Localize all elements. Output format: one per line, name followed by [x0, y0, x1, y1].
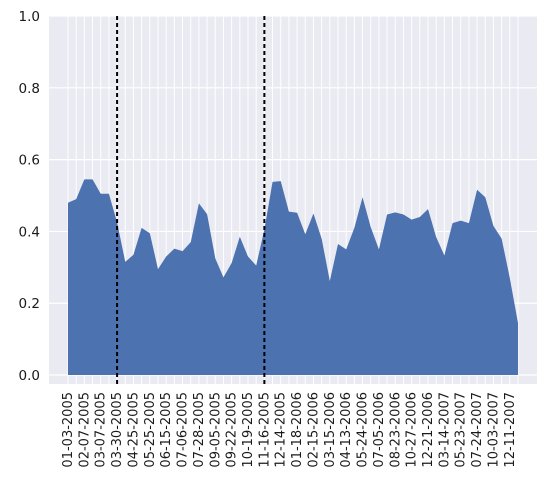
y-tick-label: 0.6: [19, 153, 40, 169]
x-tick-label: 10-19-2005: [241, 392, 256, 468]
y-tick-label: 1.0: [19, 9, 40, 25]
x-tick-label: 03-07-2005: [94, 392, 109, 468]
x-tick-label: 12-14-2005: [274, 392, 289, 468]
x-axis-ticks: 01-03-2005 02-07-2005 03-07-2005 03-30-2005…: [61, 392, 518, 468]
x-tick-label: 02-07-2005: [77, 392, 92, 468]
x-tick-label: 02-15-2006: [306, 392, 321, 468]
x-tick-label: 01-18-2006: [290, 392, 305, 468]
x-tick-label: 03-15-2006: [323, 392, 338, 468]
x-tick-label: 07-06-2005: [176, 392, 191, 468]
x-tick-label: 07-05-2006: [372, 392, 387, 468]
y-tick-label: 0.2: [19, 296, 40, 312]
x-tick-label: 07-24-2007: [470, 392, 485, 468]
x-tick-label: 05-23-2007: [454, 392, 469, 468]
reference-lines: [116, 16, 266, 384]
y-tick-label: 0.0: [19, 368, 40, 384]
x-tick-label: 09-22-2005: [225, 392, 240, 468]
x-tick-label: 07-28-2005: [192, 392, 207, 468]
x-tick-label: 04-13-2006: [339, 392, 354, 468]
x-tick-label: 01-03-2005: [61, 392, 76, 468]
x-tick-label: 05-24-2006: [356, 392, 371, 468]
x-tick-label: 08-23-2006: [388, 392, 403, 468]
area-fill: [68, 179, 518, 376]
y-tick-label: 0.8: [19, 81, 40, 97]
y-axis-ticks: 0.0 0.2 0.4 0.6 0.8 1.0: [19, 9, 40, 384]
area-series: [68, 179, 518, 376]
x-tick-label: 10-03-2007: [486, 392, 501, 468]
x-tick-label: 06-15-2005: [159, 392, 174, 468]
x-tick-label: 12-11-2007: [503, 392, 518, 468]
x-tick-label: 03-14-2007: [437, 392, 452, 468]
x-tick-label: 10-27-2006: [405, 392, 420, 468]
y-tick-label: 0.4: [19, 224, 40, 240]
x-tick-label: 04-25-2005: [126, 392, 141, 468]
x-tick-label: 12-21-2006: [421, 392, 436, 468]
x-tick-label: 09-05-2005: [208, 392, 223, 468]
x-tick-label: 03-30-2005: [110, 392, 125, 468]
x-tick-label: 11-16-2005: [257, 392, 272, 468]
x-tick-label: 05-25-2005: [143, 392, 158, 468]
